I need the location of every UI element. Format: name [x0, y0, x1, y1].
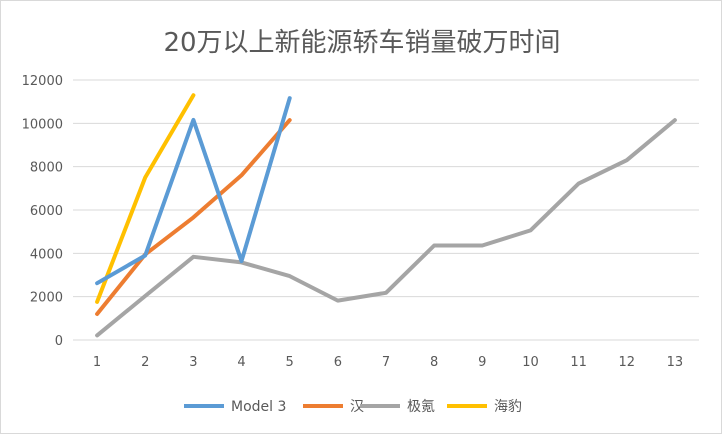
series-lines — [95, 93, 677, 338]
x-tick-label: 6 — [334, 355, 342, 370]
series-line-2 — [95, 118, 677, 338]
x-tick-label: 12 — [618, 355, 635, 370]
x-tick-label: 13 — [667, 355, 684, 370]
y-axis-ticks: 0 2000 4000 6000 8000 10000 12000 — [22, 74, 63, 349]
x-tick-label: 2 — [141, 355, 149, 370]
y-tick-label: 8000 — [30, 161, 63, 176]
x-tick-label: 10 — [522, 355, 539, 370]
y-tick-label: 6000 — [30, 204, 63, 219]
legend-label: 极氪 — [407, 399, 435, 415]
gridlines — [73, 79, 699, 341]
series-line-0 — [95, 96, 292, 286]
x-tick-label: 1 — [93, 355, 101, 370]
legend-label: 汉 — [350, 399, 364, 415]
x-tick-label: 9 — [478, 355, 486, 370]
y-tick-label: 4000 — [30, 247, 63, 262]
x-axis-ticks: 1 2 3 4 5 6 7 8 9 10 11 12 13 — [93, 355, 683, 370]
x-tick-label: 8 — [430, 355, 438, 370]
x-tick-label: 7 — [382, 355, 390, 370]
x-tick-label: 4 — [237, 355, 245, 370]
chart-title: 20万以上新能源轿车销量破万时间 — [163, 28, 560, 58]
x-tick-label: 5 — [286, 355, 294, 370]
legend-label: Model 3 — [231, 399, 286, 415]
y-tick-label: 12000 — [22, 74, 63, 89]
x-tick-label: 11 — [570, 355, 587, 370]
legend: Model 3 汉 极氪 海豹 — [184, 399, 522, 415]
y-tick-label: 2000 — [30, 291, 63, 306]
series-line-3 — [95, 93, 196, 304]
y-tick-label: 0 — [55, 334, 63, 349]
x-tick-label: 3 — [189, 355, 197, 370]
y-tick-label: 10000 — [22, 117, 63, 132]
legend-label: 海豹 — [494, 399, 522, 415]
series-line-1 — [95, 118, 292, 316]
